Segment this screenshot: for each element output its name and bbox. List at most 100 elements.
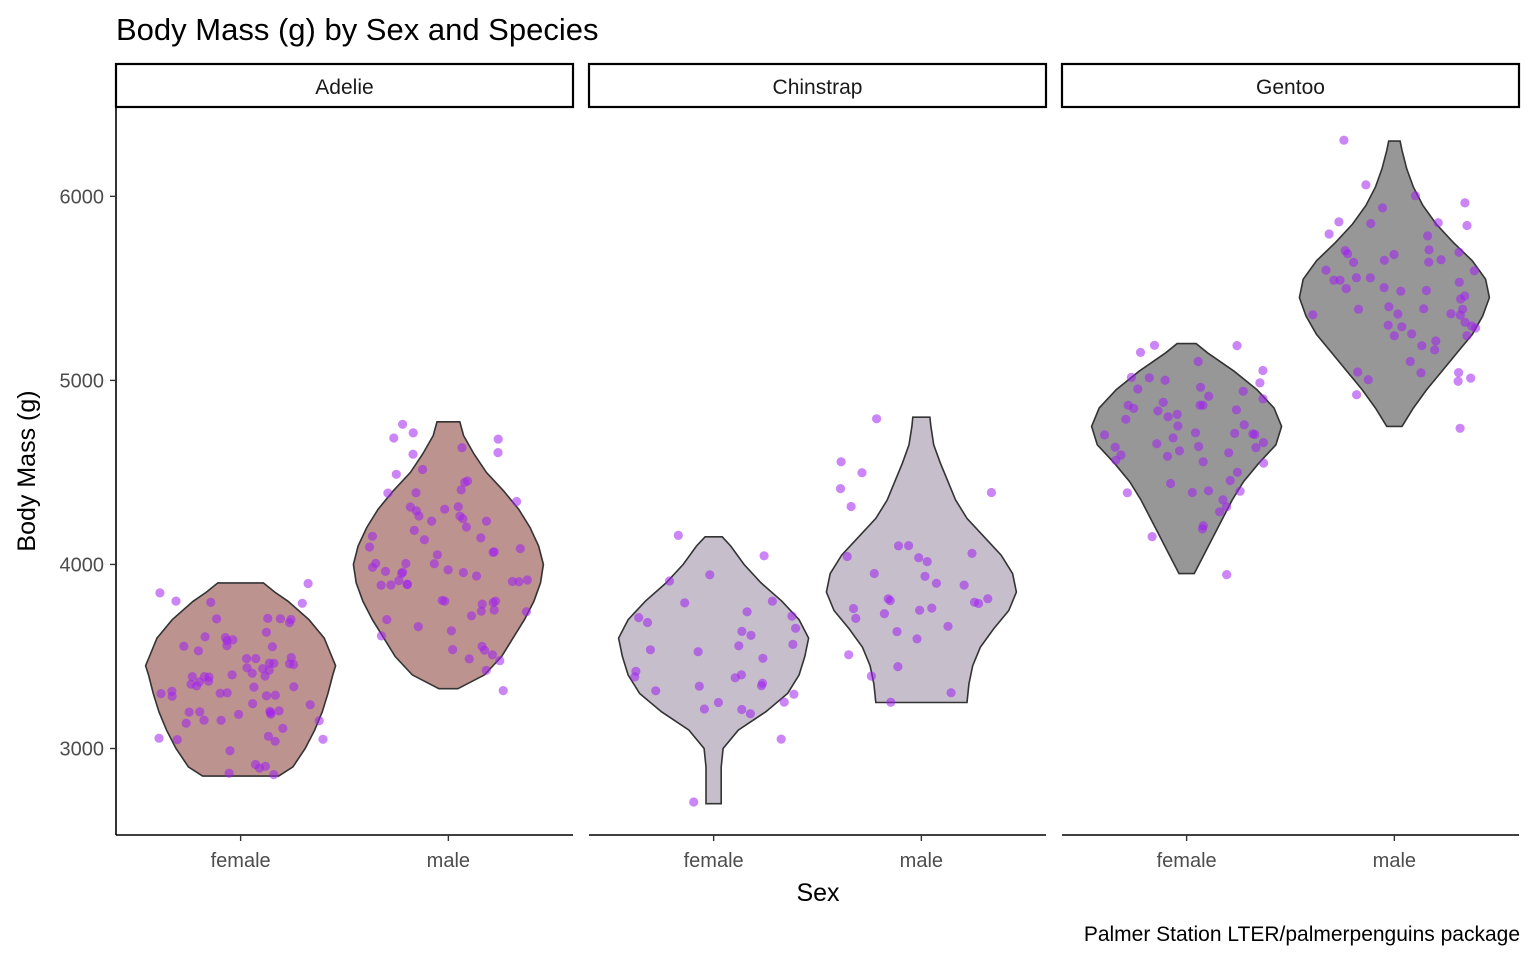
data-point	[1166, 478, 1176, 489]
data-point	[367, 562, 378, 573]
data-point	[1224, 448, 1234, 458]
facet-strip	[587, 62, 1048, 109]
data-point	[206, 597, 216, 608]
data-point	[234, 709, 244, 720]
data-point	[432, 550, 442, 560]
data-point	[1255, 378, 1265, 388]
data-point	[1230, 428, 1240, 438]
data-point	[634, 613, 644, 623]
data-point	[893, 541, 904, 551]
data-point	[458, 514, 468, 524]
data-point	[1433, 218, 1443, 228]
data-point	[1454, 368, 1464, 378]
data-point	[172, 735, 182, 745]
facet-strip	[1060, 62, 1521, 109]
data-point	[1149, 340, 1160, 350]
data-point	[1126, 372, 1136, 382]
facet-strip-label: Chinstrap	[773, 76, 863, 99]
data-point	[401, 558, 411, 569]
data-point	[1458, 304, 1468, 314]
data-point	[730, 673, 740, 683]
data-point	[851, 613, 861, 624]
data-point	[1163, 412, 1173, 422]
data-point	[225, 746, 235, 756]
data-point	[1168, 433, 1178, 443]
data-point	[1366, 218, 1376, 229]
data-point	[1462, 220, 1472, 231]
data-point	[212, 614, 222, 624]
data-point	[886, 697, 896, 707]
data-point	[264, 665, 274, 675]
data-point	[1123, 400, 1133, 410]
data-point	[382, 615, 392, 625]
facet-strip-label: Adelie	[315, 76, 373, 99]
data-point	[892, 627, 902, 637]
data-point	[1133, 384, 1143, 394]
data-point	[1190, 428, 1201, 438]
data-point	[1453, 376, 1463, 386]
data-point	[756, 681, 767, 691]
data-point	[915, 605, 925, 615]
data-point	[265, 706, 275, 716]
data-point	[498, 686, 508, 696]
data-point	[314, 716, 324, 726]
data-point	[1363, 375, 1373, 385]
data-point	[411, 488, 421, 498]
data-point	[1258, 365, 1268, 376]
data-point	[154, 733, 164, 743]
data-point	[181, 718, 191, 728]
x-tick-label: female	[1157, 850, 1217, 872]
data-point	[693, 647, 703, 657]
data-point	[227, 670, 237, 680]
data-point	[228, 635, 238, 645]
data-point	[986, 487, 997, 498]
data-point	[645, 645, 656, 655]
data-point	[1258, 394, 1268, 404]
data-point	[303, 578, 313, 589]
data-point	[680, 598, 690, 608]
data-point	[927, 603, 937, 613]
data-point	[1238, 386, 1248, 396]
data-point	[1460, 291, 1470, 301]
data-point	[408, 449, 418, 459]
data-point	[453, 502, 463, 512]
data-point	[694, 681, 704, 691]
data-point	[267, 642, 277, 652]
data-point	[1122, 488, 1132, 498]
data-point	[507, 576, 517, 587]
data-point	[386, 580, 396, 590]
data-point	[448, 645, 458, 655]
data-point	[1379, 283, 1389, 293]
y-tick-label: 6000	[60, 186, 105, 208]
data-point	[1396, 286, 1406, 296]
data-point	[1187, 487, 1197, 498]
data-point	[1424, 257, 1434, 267]
data-point	[429, 559, 439, 569]
data-point	[788, 639, 798, 650]
data-point	[844, 650, 854, 660]
data-point	[1417, 341, 1427, 351]
data-point	[737, 626, 747, 637]
data-point	[1349, 257, 1359, 267]
data-point	[1423, 231, 1433, 241]
data-point	[1405, 356, 1415, 367]
data-point	[376, 631, 386, 641]
data-point	[673, 530, 683, 541]
data-point	[477, 599, 487, 609]
data-point	[1232, 341, 1242, 351]
data-point	[458, 567, 468, 578]
data-point	[460, 477, 470, 487]
data-point	[1259, 458, 1269, 468]
data-point	[1436, 255, 1446, 265]
data-point	[946, 688, 956, 698]
data-point	[1196, 382, 1206, 392]
y-axis-title: Body Mass (g)	[13, 390, 41, 551]
data-point	[275, 614, 285, 624]
data-point	[457, 443, 467, 453]
x-tick-label: male	[1373, 850, 1416, 872]
data-point	[398, 419, 408, 429]
data-point	[224, 768, 234, 778]
data-point	[1410, 191, 1420, 201]
data-point	[1308, 310, 1318, 320]
x-axis-title: Sex	[796, 879, 840, 907]
